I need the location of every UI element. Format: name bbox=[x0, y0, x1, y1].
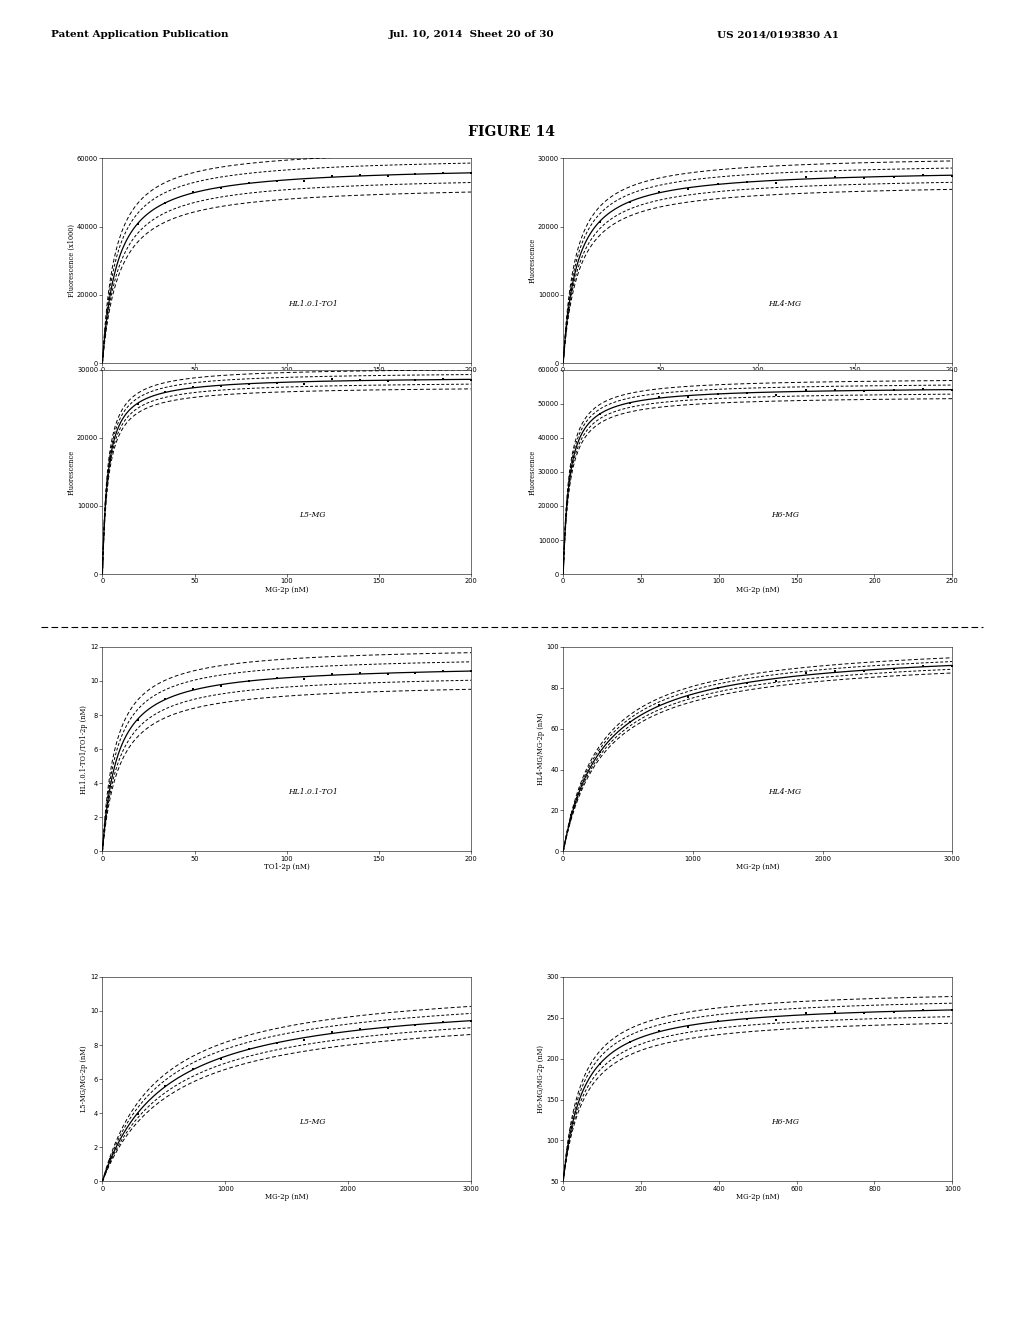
Y-axis label: Fluorescence (x1000): Fluorescence (x1000) bbox=[68, 224, 76, 297]
Text: HL1.0.1-TO1: HL1.0.1-TO1 bbox=[288, 300, 337, 308]
Text: HL4-MG: HL4-MG bbox=[768, 788, 802, 796]
Text: L5-MG: L5-MG bbox=[299, 511, 326, 519]
Y-axis label: HL1.0.1-TO1/TO1-2p (nM): HL1.0.1-TO1/TO1-2p (nM) bbox=[81, 705, 88, 793]
Text: H6-MG: H6-MG bbox=[771, 1118, 799, 1126]
X-axis label: MG-2p (nM): MG-2p (nM) bbox=[265, 586, 308, 594]
X-axis label: MG-2p (nM): MG-2p (nM) bbox=[736, 1193, 779, 1201]
Text: H6-MG: H6-MG bbox=[771, 511, 799, 519]
Text: US 2014/0193830 A1: US 2014/0193830 A1 bbox=[717, 30, 839, 40]
Text: FIGURE 14: FIGURE 14 bbox=[469, 125, 555, 140]
Text: Jul. 10, 2014  Sheet 20 of 30: Jul. 10, 2014 Sheet 20 of 30 bbox=[389, 30, 555, 40]
X-axis label: MG-2p (nM): MG-2p (nM) bbox=[736, 586, 779, 594]
X-axis label: TO1-2p (nM): TO1-2p (nM) bbox=[264, 863, 309, 871]
Text: HL1.0.1-TO1: HL1.0.1-TO1 bbox=[288, 788, 337, 796]
X-axis label: MG-2p (nM): MG-2p (nM) bbox=[736, 375, 779, 383]
Y-axis label: L5-MG/MG-2p (nM): L5-MG/MG-2p (nM) bbox=[81, 1045, 88, 1113]
Y-axis label: HL4-MG/MG-2p (nM): HL4-MG/MG-2p (nM) bbox=[537, 713, 545, 785]
Text: HL4-MG: HL4-MG bbox=[768, 300, 802, 308]
Y-axis label: Fluorescence: Fluorescence bbox=[528, 238, 537, 284]
X-axis label: TO1-2p (nM): TO1-2p (nM) bbox=[264, 375, 309, 383]
Y-axis label: Fluorescence: Fluorescence bbox=[68, 449, 76, 495]
X-axis label: MG-2p (nM): MG-2p (nM) bbox=[265, 1193, 308, 1201]
Text: Patent Application Publication: Patent Application Publication bbox=[51, 30, 228, 40]
Text: L5-MG: L5-MG bbox=[299, 1118, 326, 1126]
X-axis label: MG-2p (nM): MG-2p (nM) bbox=[736, 863, 779, 871]
Y-axis label: H6-MG/MG-2p (nM): H6-MG/MG-2p (nM) bbox=[537, 1045, 545, 1113]
Y-axis label: Fluorescence: Fluorescence bbox=[528, 449, 537, 495]
